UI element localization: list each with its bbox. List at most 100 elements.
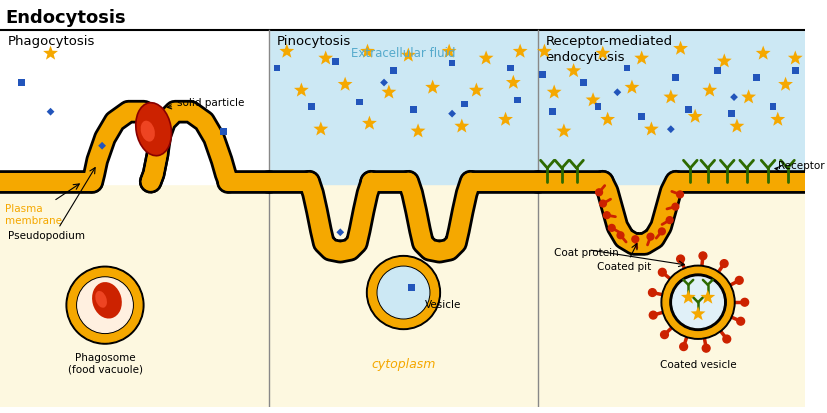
Polygon shape — [336, 229, 344, 237]
Circle shape — [647, 234, 653, 240]
Text: Coat protein: Coat protein — [553, 247, 618, 257]
Polygon shape — [740, 90, 755, 104]
Text: solid particle: solid particle — [167, 98, 244, 109]
Bar — [594, 104, 600, 111]
Polygon shape — [716, 54, 731, 68]
Bar — [18, 80, 25, 87]
Bar — [461, 101, 467, 108]
Circle shape — [657, 228, 664, 235]
Bar — [506, 65, 514, 72]
Polygon shape — [294, 83, 308, 97]
Polygon shape — [662, 90, 677, 104]
Ellipse shape — [141, 121, 155, 142]
Text: Plasma: Plasma — [5, 204, 42, 214]
Bar — [274, 65, 280, 72]
Polygon shape — [98, 142, 106, 150]
Circle shape — [77, 277, 133, 334]
Polygon shape — [624, 81, 638, 95]
Circle shape — [66, 267, 144, 344]
Bar — [408, 285, 414, 291]
Circle shape — [676, 192, 682, 198]
Circle shape — [660, 266, 734, 339]
Ellipse shape — [92, 282, 122, 319]
Bar — [514, 97, 520, 104]
Polygon shape — [729, 94, 737, 102]
Bar — [727, 111, 734, 118]
Circle shape — [616, 232, 623, 239]
Polygon shape — [777, 78, 792, 92]
Bar — [579, 80, 586, 87]
Polygon shape — [279, 45, 294, 59]
Circle shape — [648, 311, 657, 319]
Text: Phagocytosis: Phagocytosis — [7, 35, 95, 48]
Circle shape — [599, 201, 605, 207]
Circle shape — [736, 318, 743, 325]
Bar — [548, 109, 555, 116]
Text: Phagosome
(food vacuole): Phagosome (food vacuole) — [68, 352, 142, 373]
Circle shape — [679, 343, 686, 351]
Circle shape — [669, 274, 725, 331]
Polygon shape — [43, 47, 58, 61]
Text: Pinocytosis: Pinocytosis — [277, 35, 351, 48]
Polygon shape — [585, 93, 600, 107]
Polygon shape — [380, 79, 388, 87]
Circle shape — [378, 268, 428, 318]
Polygon shape — [701, 83, 716, 97]
Polygon shape — [595, 47, 609, 61]
Bar — [684, 107, 691, 114]
Circle shape — [368, 258, 438, 328]
Polygon shape — [600, 112, 614, 126]
Bar — [623, 65, 629, 72]
Text: membrane: membrane — [5, 215, 62, 225]
Bar — [269, 6, 804, 184]
Bar — [390, 68, 397, 75]
Polygon shape — [505, 76, 520, 90]
Polygon shape — [672, 42, 687, 56]
Polygon shape — [313, 122, 327, 136]
Circle shape — [698, 252, 706, 260]
Circle shape — [631, 236, 638, 243]
Polygon shape — [468, 83, 483, 97]
Polygon shape — [337, 78, 352, 92]
Polygon shape — [537, 45, 551, 59]
Text: Coated vesicle: Coated vesicle — [659, 359, 735, 369]
Polygon shape — [381, 85, 396, 99]
Ellipse shape — [95, 291, 107, 308]
Circle shape — [740, 299, 748, 306]
Bar — [768, 104, 776, 111]
Polygon shape — [410, 124, 425, 138]
Polygon shape — [680, 290, 695, 304]
Bar — [0, 180, 804, 407]
Bar — [332, 59, 338, 65]
Text: Coated pit: Coated pit — [596, 262, 651, 272]
Polygon shape — [498, 112, 513, 126]
Bar — [220, 128, 227, 135]
Polygon shape — [447, 111, 456, 118]
Polygon shape — [361, 116, 376, 131]
Polygon shape — [318, 51, 332, 65]
Polygon shape — [425, 81, 439, 95]
Polygon shape — [690, 306, 705, 320]
Circle shape — [603, 212, 609, 219]
Bar — [638, 114, 644, 121]
Circle shape — [719, 260, 727, 268]
Polygon shape — [442, 45, 456, 59]
Text: Receptor-mediated
endocytosis: Receptor-mediated endocytosis — [545, 35, 672, 64]
Circle shape — [660, 331, 667, 339]
Polygon shape — [46, 109, 55, 116]
Bar — [672, 75, 678, 82]
Polygon shape — [633, 51, 648, 65]
Polygon shape — [729, 119, 743, 133]
Text: Vesicle: Vesicle — [424, 299, 461, 309]
Polygon shape — [755, 47, 770, 61]
Polygon shape — [687, 109, 701, 123]
Circle shape — [68, 268, 141, 342]
Circle shape — [666, 217, 672, 224]
Circle shape — [701, 344, 710, 352]
Text: cytoplasm: cytoplasm — [370, 357, 435, 370]
Circle shape — [377, 267, 429, 319]
Circle shape — [78, 278, 132, 332]
Polygon shape — [566, 64, 581, 78]
Bar — [538, 72, 545, 79]
Bar — [409, 107, 416, 114]
